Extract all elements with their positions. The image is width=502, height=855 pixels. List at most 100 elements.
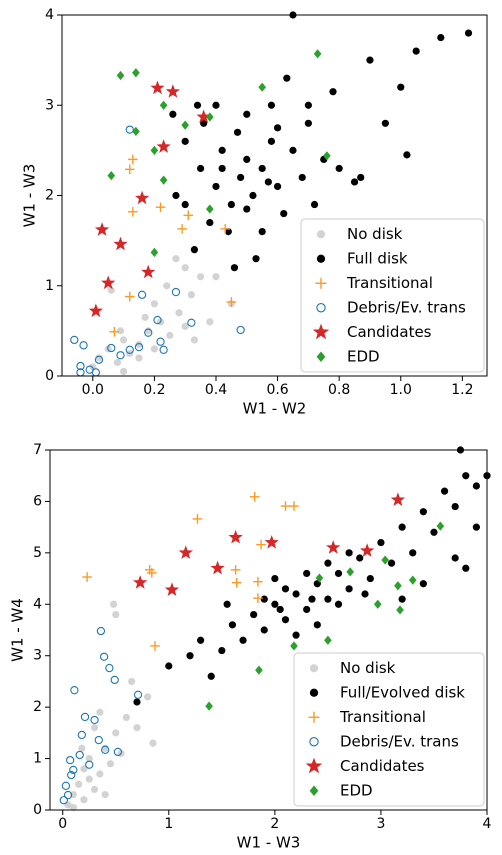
point [110, 600, 118, 608]
y-tick-label: 3 [33, 648, 42, 664]
x-axis-label: W1 - W3 [237, 834, 301, 852]
point [165, 662, 173, 670]
point [308, 595, 316, 603]
x-tick-label: 0.8 [328, 382, 350, 398]
legend-label: Full/Evolved disk [340, 683, 465, 701]
point [258, 164, 266, 173]
point [212, 101, 220, 109]
point [212, 182, 220, 191]
point [85, 775, 93, 783]
point [345, 549, 353, 557]
point [239, 636, 247, 644]
point [206, 204, 214, 214]
point [125, 125, 134, 134]
point [128, 677, 136, 686]
point [335, 164, 343, 173]
legend-label: Candidates [347, 323, 432, 341]
point [200, 119, 208, 127]
point [141, 264, 156, 279]
point [80, 765, 88, 773]
point [207, 672, 215, 680]
point [210, 560, 225, 575]
point [124, 291, 135, 302]
point [472, 523, 480, 531]
point [181, 322, 189, 330]
point [181, 120, 189, 130]
point [304, 119, 312, 127]
point [172, 255, 180, 263]
point [243, 155, 251, 163]
legend-marker [315, 277, 327, 289]
point [397, 83, 405, 91]
legend-label: Transitional [339, 708, 426, 726]
point [119, 336, 128, 344]
point [260, 595, 268, 603]
point [218, 146, 226, 154]
point [227, 200, 235, 209]
point [258, 228, 266, 236]
legend-marker [316, 351, 326, 363]
point [149, 739, 157, 747]
point [243, 205, 251, 213]
legend-label: EDD [340, 781, 373, 799]
point [70, 335, 79, 345]
point [166, 331, 174, 339]
point [472, 482, 480, 490]
point [360, 543, 375, 557]
point [90, 785, 99, 794]
point [109, 326, 120, 337]
point [135, 354, 143, 362]
point [88, 303, 104, 318]
point [303, 605, 311, 614]
point [67, 770, 76, 780]
point [106, 760, 115, 768]
point [206, 112, 214, 122]
legend-label: No disk [347, 225, 403, 243]
legend-box [300, 218, 485, 373]
point [110, 675, 119, 685]
point [206, 318, 214, 326]
point [264, 535, 279, 549]
point [228, 529, 243, 544]
point [462, 564, 470, 572]
point [181, 137, 189, 145]
point [253, 576, 263, 587]
point [345, 585, 353, 593]
point [264, 178, 272, 186]
point [298, 173, 306, 182]
point [313, 621, 321, 629]
point [430, 528, 438, 536]
y-tick-label: 7 [33, 442, 42, 458]
point [313, 49, 322, 59]
point [144, 328, 153, 337]
point [75, 750, 84, 760]
point [304, 101, 312, 109]
point [403, 151, 411, 159]
point [462, 472, 470, 480]
point [267, 101, 276, 109]
point [451, 502, 459, 511]
point [107, 171, 116, 181]
point [281, 585, 290, 593]
point [61, 781, 71, 790]
point [464, 29, 473, 37]
point [75, 780, 83, 788]
point [361, 590, 369, 598]
point [350, 178, 359, 186]
legend-marker [312, 323, 330, 340]
point [315, 573, 324, 583]
point [172, 191, 180, 200]
x-tick-label: 1 [164, 816, 173, 832]
point [141, 313, 149, 321]
point [169, 110, 177, 118]
point [133, 575, 148, 589]
point [218, 646, 226, 655]
point [398, 595, 406, 603]
point [236, 325, 245, 335]
point [260, 626, 268, 634]
point [59, 796, 68, 805]
point [137, 290, 147, 299]
point [408, 575, 417, 585]
legend-label: Debris/Ev. trans [340, 732, 459, 750]
point [159, 345, 168, 354]
